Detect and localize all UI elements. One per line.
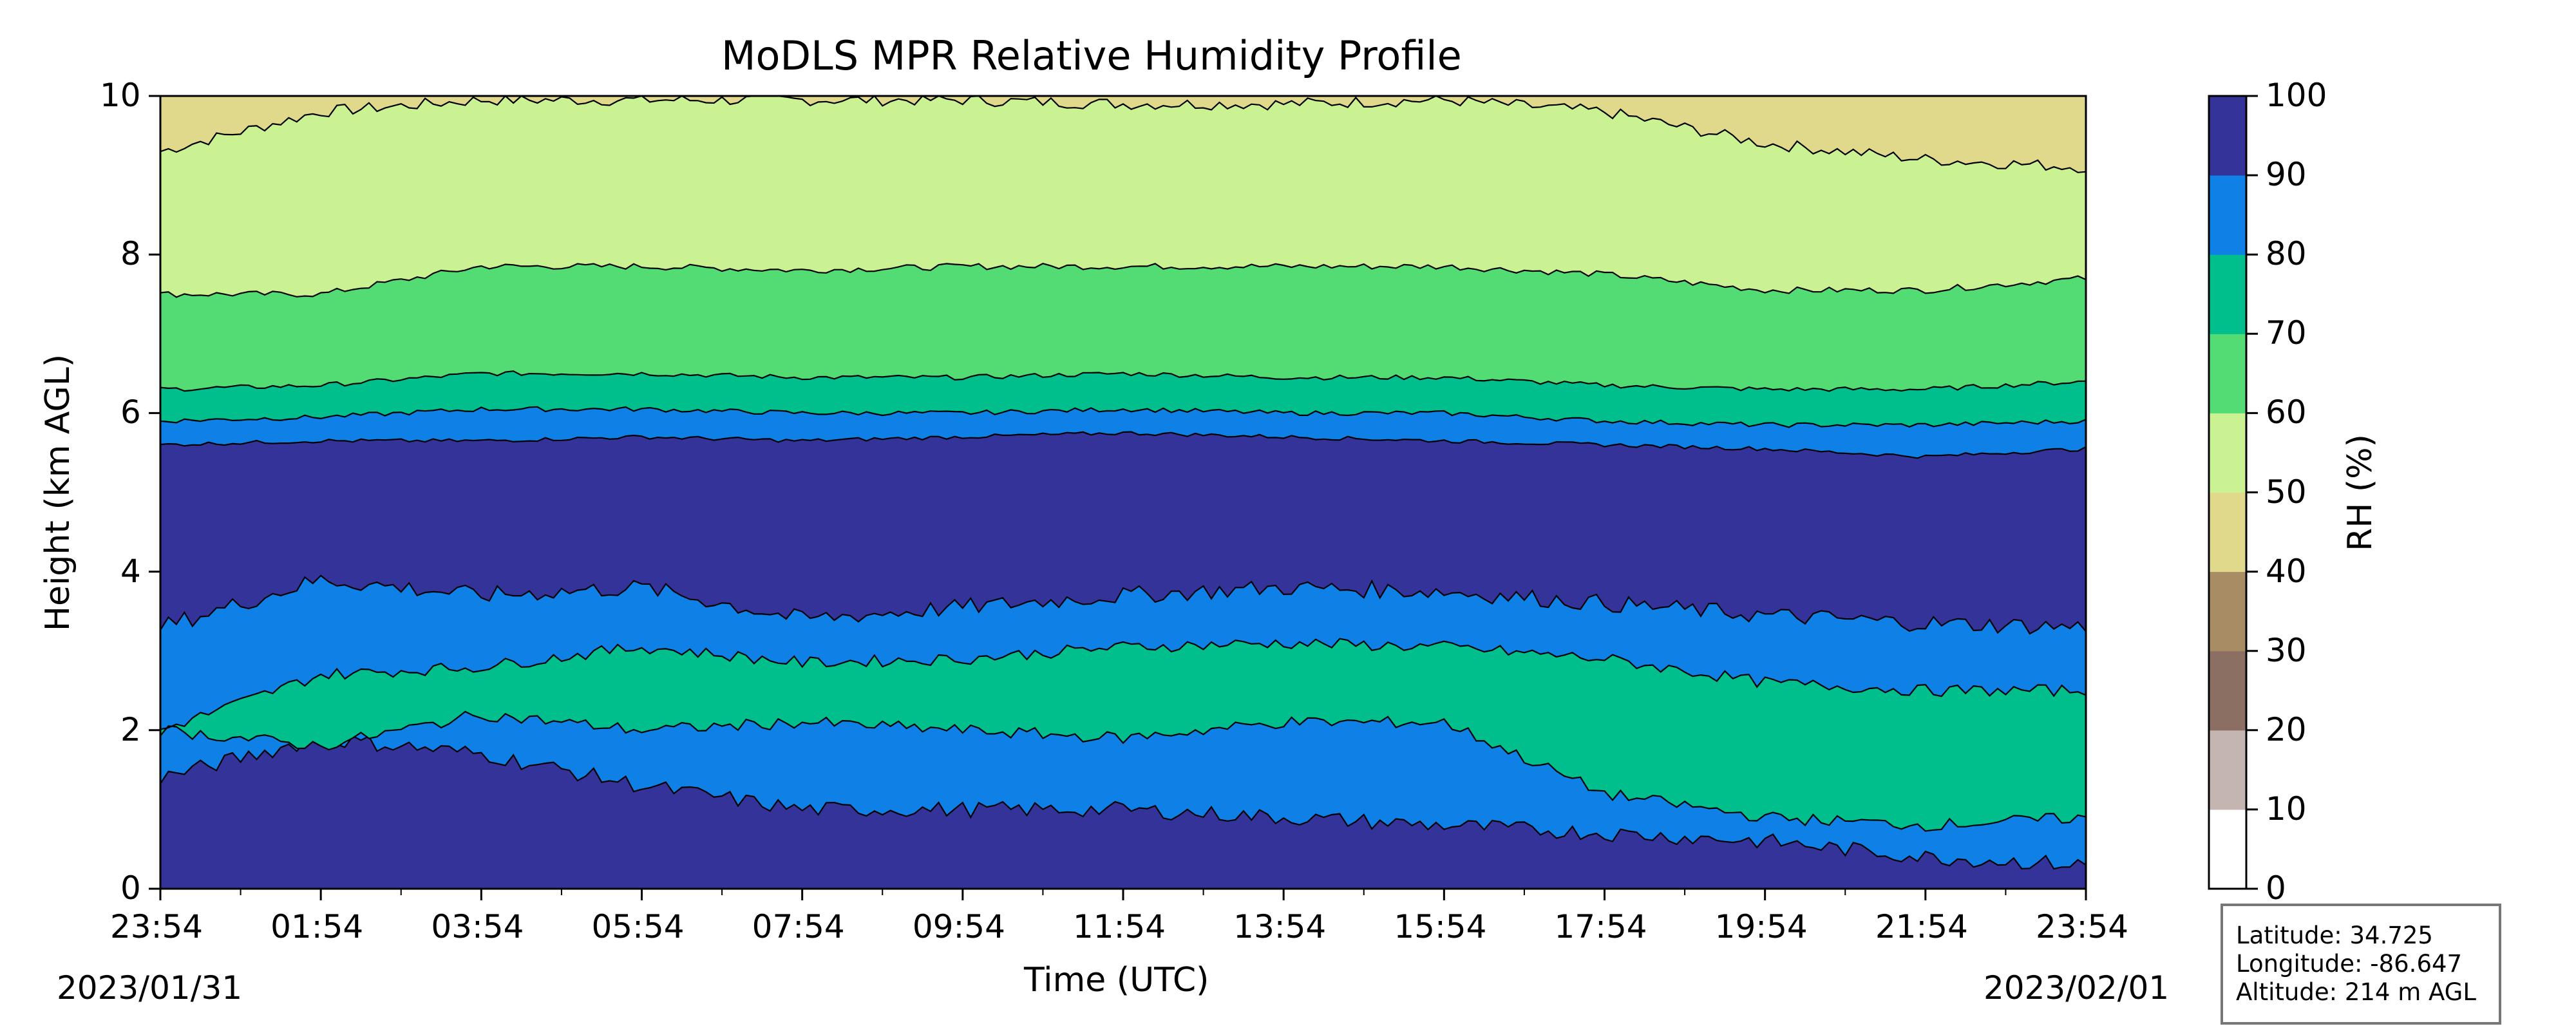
colorbar-segment (2209, 175, 2246, 255)
colorbar-tick-label: 50 (2266, 473, 2307, 511)
y-tick-label: 2 (120, 710, 141, 748)
colorbar-segment (2209, 730, 2246, 810)
x-tick-label: 23:54 (2036, 908, 2129, 945)
colorbar-segment (2209, 254, 2246, 334)
colorbar-segment (2209, 809, 2246, 889)
x-tick-label: 03:54 (431, 908, 524, 945)
colorbar-tick-label: 90 (2266, 156, 2307, 194)
colorbar-tick-label: 80 (2266, 235, 2307, 273)
band-rh-70-80-upper-contour (160, 370, 2087, 392)
y-tick-label: 10 (100, 77, 141, 114)
y-tick-label: 6 (120, 393, 141, 431)
colorbar-tick-label: 0 (2266, 869, 2286, 907)
altitude-text: Altitude: 214 m AGL (2236, 978, 2476, 1006)
x-tick-label: 23:54 (110, 908, 204, 945)
colorbar-tick-label: 70 (2266, 314, 2307, 352)
location-info-box: Latitude: 34.725 Longitude: -86.647 Alti… (2221, 904, 2501, 1025)
chart-title: MoDLS MPR Relative Humidity Profile (721, 32, 1462, 79)
x-tick-label: 07:54 (752, 908, 845, 945)
colorbar-segment (2209, 492, 2246, 573)
colorbar-segment (2209, 650, 2246, 731)
colorbar-segment (2209, 334, 2246, 413)
band-rh-80-90-upper-contour (160, 406, 2087, 428)
band-rh-50-60-contour (160, 95, 2087, 173)
x-tick-label: 11:54 (1073, 908, 1166, 945)
colorbar-tick-label: 60 (2266, 393, 2307, 431)
x-tick-label: 05:54 (591, 908, 685, 945)
colorbar-segment (2209, 571, 2246, 652)
y-axis-label: Height (km AGL) (39, 354, 77, 632)
start-date-label: 2023/01/31 (57, 969, 243, 1007)
colorbar-segment (2209, 413, 2246, 493)
colorbar-segment (2209, 96, 2246, 176)
x-axis-label: Time (UTC) (1024, 961, 1209, 1000)
x-tick-label: 17:54 (1554, 908, 1647, 945)
x-tick-label: 19:54 (1714, 908, 1808, 945)
x-tick-label: 01:54 (270, 908, 364, 945)
colorbar-tick-label: 100 (2266, 77, 2327, 114)
colorbar-tick-label: 10 (2266, 790, 2307, 828)
band-rh-80-90-lower-bottom-contour (160, 735, 2087, 870)
heatmap-contours (159, 95, 2087, 890)
colorbar-tick-label: 30 (2266, 631, 2307, 669)
x-tick-label: 13:54 (1233, 908, 1327, 945)
x-tick-label: 15:54 (1394, 908, 1487, 945)
x-tick-label: 21:54 (1875, 908, 1968, 945)
end-date-label: 2023/02/01 (1984, 969, 2170, 1007)
band-rh-80-90-lower-top-contour (160, 574, 2087, 635)
colorbar-tick-label: 40 (2266, 552, 2307, 590)
colorbar-tick-label: 20 (2266, 710, 2307, 748)
colorbar-label: RH (%) (2341, 434, 2380, 551)
longitude-text: Longitude: -86.647 (2236, 950, 2463, 978)
latitude-text: Latitude: 34.725 (2236, 922, 2433, 949)
band-rh-90-100-core-contour (160, 431, 2087, 459)
y-tick-label: 0 (120, 869, 141, 907)
y-tick-label: 8 (120, 235, 141, 273)
y-tick-label: 4 (120, 552, 141, 590)
band-rh-60-70-contour (160, 263, 2087, 298)
x-tick-label: 09:54 (912, 908, 1005, 945)
